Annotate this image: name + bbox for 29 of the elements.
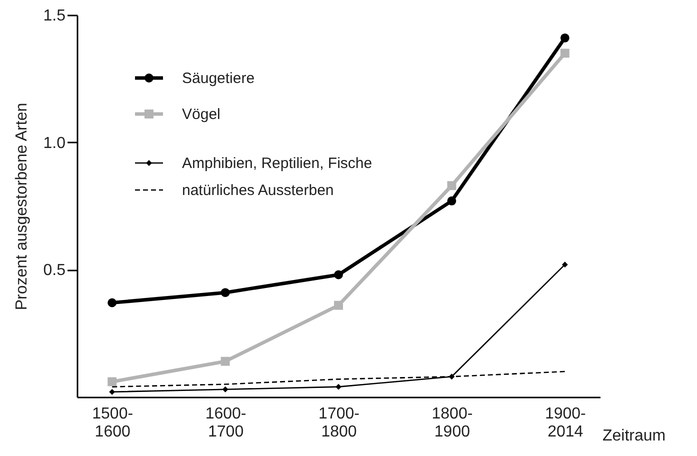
point — [560, 48, 570, 58]
point — [108, 298, 117, 308]
point — [220, 356, 230, 366]
x-tick-label: 1500-1600 — [92, 406, 134, 440]
x-tick-label: 1700-1800 — [318, 406, 360, 440]
point — [108, 377, 117, 386]
legend-label: natürliches Aussterben — [182, 182, 334, 199]
point — [222, 386, 228, 392]
legend-label: Amphibien, Reptilien, Fische — [182, 155, 372, 172]
point — [448, 374, 455, 380]
legend-label: Vögel — [182, 106, 220, 123]
point — [560, 33, 570, 42]
point — [447, 181, 456, 190]
x-tick-label: 1800-1900 — [432, 406, 473, 440]
x-axis-title: Zeitraum — [602, 428, 666, 444]
legend-label: Säugetiere — [182, 70, 255, 87]
x-tick-label: 1900-2014 — [544, 406, 586, 440]
point — [109, 388, 116, 395]
x-tick-label: 1600-1700 — [205, 406, 246, 440]
y-axis-title: Prozent ausgestorbene Arten — [13, 102, 30, 310]
y-tick-label: 1.5 — [43, 8, 66, 24]
y-tick-label: 0.5 — [43, 262, 66, 280]
point — [562, 262, 568, 268]
point — [447, 196, 456, 206]
point — [220, 288, 230, 298]
point — [334, 300, 343, 310]
point — [334, 270, 343, 280]
y-tick-label: 1.0 — [43, 134, 66, 152]
point — [336, 384, 342, 390]
